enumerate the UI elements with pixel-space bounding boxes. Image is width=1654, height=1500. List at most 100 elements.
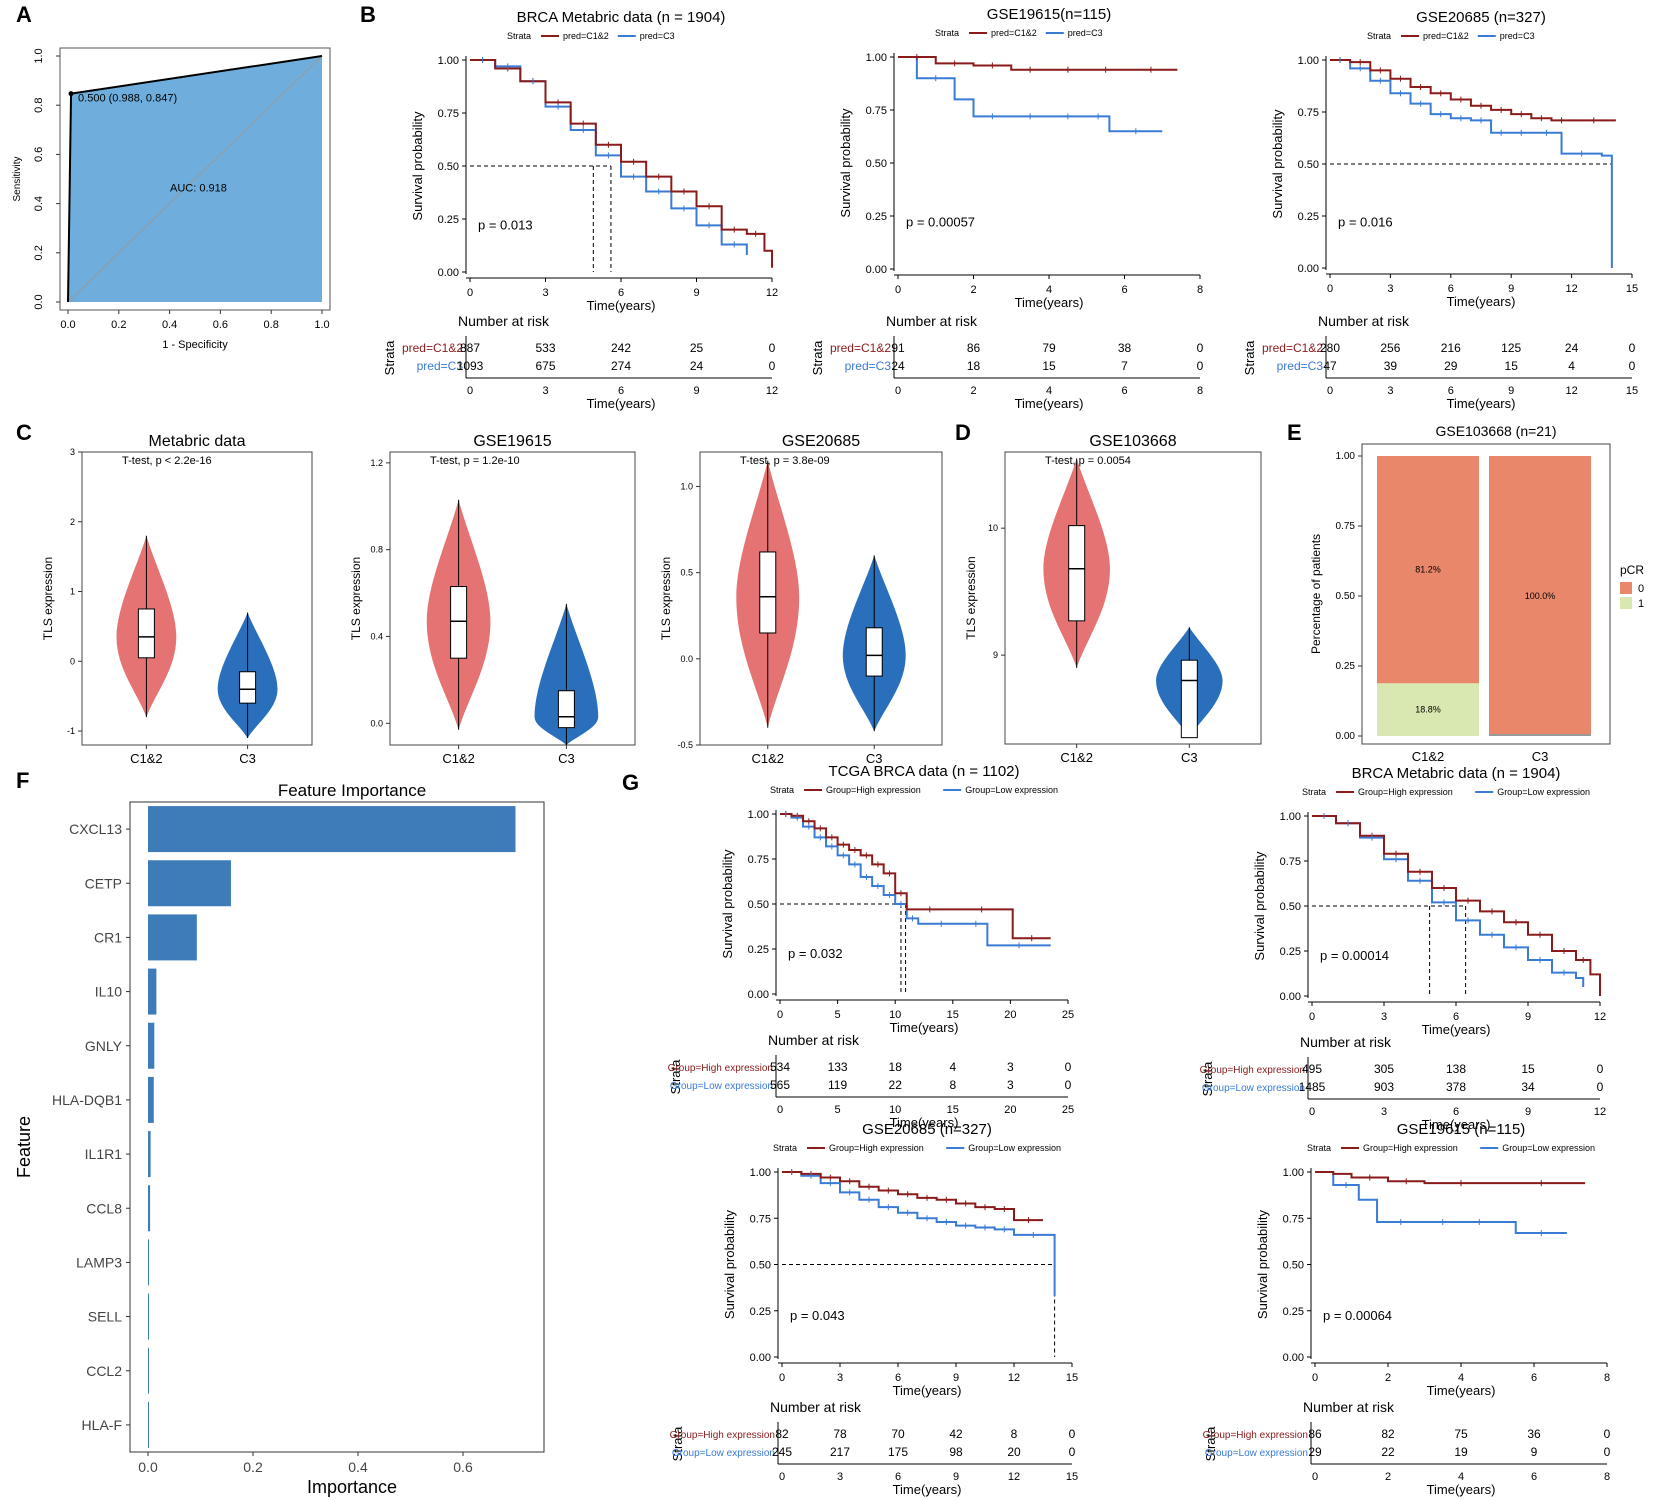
km-curve-high bbox=[1312, 815, 1601, 996]
risk-table-title: Number at risk bbox=[1300, 1034, 1392, 1050]
risk-x-tick-label: 0 bbox=[1309, 1106, 1315, 1118]
risk-count: 217 bbox=[830, 1445, 850, 1459]
risk-x-tick-label: 6 bbox=[895, 1471, 901, 1483]
legend-label-red: Group=High expression bbox=[1358, 787, 1453, 797]
fi-feature-label: HLA-F bbox=[82, 1417, 122, 1433]
x-tick-label: 0 bbox=[779, 1372, 785, 1384]
risk-count: 22 bbox=[889, 1078, 903, 1092]
risk-count: 3 bbox=[1007, 1078, 1014, 1092]
y-tick-label: 0.0 bbox=[33, 294, 45, 309]
risk-x-tick-label: 20 bbox=[1004, 1104, 1016, 1116]
km-curve-low bbox=[1312, 815, 1585, 987]
x-tick-label: 0.0 bbox=[138, 1459, 158, 1475]
risk-count: 79 bbox=[1042, 341, 1056, 355]
risk-count: 0 bbox=[1629, 341, 1636, 355]
y-tick-label: 0.75 bbox=[750, 1213, 771, 1225]
fi-bar bbox=[148, 806, 516, 853]
x-tick-label: 3 bbox=[1387, 283, 1393, 295]
x-tick-label: 12 bbox=[766, 287, 778, 299]
risk-count: 15 bbox=[1521, 1062, 1535, 1076]
y-tick-label: 0.6 bbox=[33, 147, 45, 162]
y-tick-label: 0.00 bbox=[1283, 1352, 1304, 1364]
km-pvalue: p = 0.043 bbox=[790, 1308, 845, 1323]
risk-count: 47 bbox=[1323, 359, 1337, 373]
risk-count: 39 bbox=[1384, 359, 1398, 373]
y-tick-label: 0.25 bbox=[750, 1306, 771, 1318]
x-tick-label: 6 bbox=[1448, 283, 1454, 295]
risk-count: 0 bbox=[1197, 341, 1204, 355]
x-tick-label: C3 bbox=[866, 751, 883, 766]
risk-strata-axis: Strata bbox=[810, 340, 825, 375]
panel-letter-d: D bbox=[955, 420, 971, 445]
x-tick-label: 3 bbox=[837, 1372, 843, 1384]
x-tick-label: 4 bbox=[1458, 1372, 1464, 1384]
risk-count: 0 bbox=[1629, 359, 1636, 373]
x-tick-label: 0.2 bbox=[243, 1459, 263, 1475]
x-tick-label: 9 bbox=[693, 287, 699, 299]
violin-title: GSE19615 bbox=[473, 433, 551, 450]
y-tick-label: 0.00 bbox=[1298, 263, 1319, 275]
risk-x-tick-label: 3 bbox=[1387, 385, 1393, 397]
km-curve-high bbox=[1315, 1171, 1586, 1185]
x-tick-label: C1&2 bbox=[442, 751, 475, 766]
risk-x-tick-label: 10 bbox=[889, 1104, 901, 1116]
risk-x-tick-label: 15 bbox=[1626, 385, 1638, 397]
risk-count: 533 bbox=[535, 341, 555, 355]
roc-threshold-point bbox=[68, 91, 74, 97]
y-tick-label: 0.25 bbox=[748, 944, 769, 956]
risk-count: 274 bbox=[611, 359, 631, 373]
km-pvalue: p = 0.016 bbox=[1338, 214, 1393, 229]
x-tick-label: C3 bbox=[239, 751, 256, 766]
y-axis-label: Survival probability bbox=[1255, 1209, 1270, 1319]
risk-count: 9 bbox=[1531, 1445, 1538, 1459]
violin-test: T-test, p = 0.0054 bbox=[1045, 455, 1131, 467]
risk-count: 8 bbox=[949, 1078, 956, 1092]
y-tick-label: 0.75 bbox=[748, 854, 769, 866]
risk-x-axis-label: Time(years) bbox=[893, 1482, 962, 1497]
y-tick-label: 0.00 bbox=[866, 264, 887, 276]
risk-count: 175 bbox=[888, 1445, 908, 1459]
x-tick-label: 6 bbox=[618, 287, 624, 299]
legend-label-blue: Group=Low expression bbox=[965, 785, 1058, 795]
y-axis-label: Percentage of patients bbox=[1309, 534, 1323, 654]
risk-x-tick-label: 9 bbox=[953, 1471, 959, 1483]
risk-count: 34 bbox=[1521, 1080, 1535, 1094]
x-tick-label: 0 bbox=[895, 284, 901, 296]
risk-x-tick-label: 4 bbox=[1046, 385, 1052, 397]
risk-x-tick-label: 6 bbox=[1453, 1106, 1459, 1118]
y-tick-label: 0.25 bbox=[1283, 1306, 1304, 1318]
risk-count: 0 bbox=[1604, 1445, 1611, 1459]
km-plot: GSE20685 (n=327) Strata pred=C1&2 pred=C3 0.… bbox=[1242, 9, 1638, 411]
km-pvalue: p = 0.013 bbox=[478, 218, 533, 233]
x-tick-label: 8 bbox=[1604, 1372, 1610, 1384]
bar-label-pcr1: 18.8% bbox=[1415, 705, 1441, 715]
violin-frame bbox=[389, 451, 636, 746]
risk-x-tick-label: 15 bbox=[947, 1104, 959, 1116]
km-curve-low bbox=[782, 1171, 1056, 1296]
km-curve-high bbox=[470, 59, 773, 268]
legend-strata-label: Strata bbox=[1367, 31, 1391, 41]
x-tick-label: 0 bbox=[1312, 1372, 1318, 1384]
violin-frame bbox=[1004, 451, 1262, 745]
risk-count: 119 bbox=[828, 1078, 847, 1092]
fi-x-axis-label: Importance bbox=[307, 1477, 397, 1497]
risk-row-label: Group=Low expression bbox=[1205, 1448, 1308, 1459]
fi-bar bbox=[148, 1022, 155, 1069]
y-tick-label: 9 bbox=[993, 650, 998, 660]
y-tick-label: 0.00 bbox=[748, 989, 769, 1001]
x-tick-label: 6 bbox=[1531, 1372, 1537, 1384]
fi-feature-label: CCL2 bbox=[86, 1363, 122, 1379]
risk-x-tick-label: 12 bbox=[1008, 1471, 1020, 1483]
risk-count: 0 bbox=[769, 359, 776, 373]
risk-x-tick-label: 25 bbox=[1062, 1104, 1074, 1116]
x-tick-label: 2 bbox=[970, 284, 976, 296]
y-tick-label: 1.00 bbox=[1283, 1167, 1304, 1179]
y-tick-label: 1.0 bbox=[33, 48, 45, 63]
risk-count: 91 bbox=[891, 341, 905, 355]
x-tick-label: C3 bbox=[558, 751, 575, 766]
risk-count: 29 bbox=[1444, 359, 1458, 373]
y-tick-label: 1 bbox=[70, 587, 75, 597]
risk-row-label: Group=Low expression bbox=[670, 1081, 773, 1092]
bar-title: GSE103668 (n=21) bbox=[1435, 423, 1556, 439]
y-tick-label: -1 bbox=[67, 726, 75, 736]
